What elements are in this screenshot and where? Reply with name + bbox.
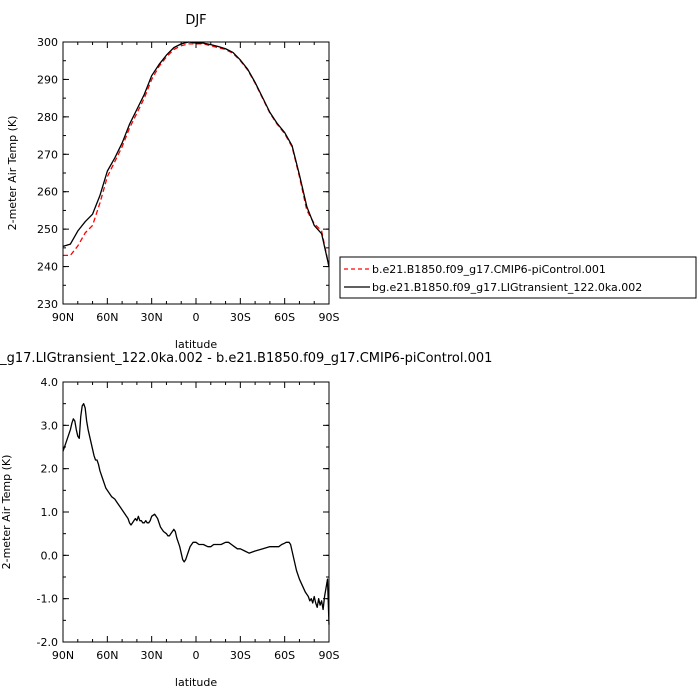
bottom-chart-frame [62, 381, 330, 643]
x-tick-label: 30N [141, 649, 163, 662]
x-tick-label: 60S [274, 311, 295, 324]
x-tick-label: 30S [230, 311, 251, 324]
x-tick-label: 60N [96, 311, 118, 324]
y-tick-label: -1.0 [37, 593, 58, 606]
x-tick-label: 90S [319, 649, 340, 662]
bottom-chart-panel: bg.e21.B1850.f09_g17.LIGtransient_122.0k… [0, 351, 492, 689]
top-chart-xlabel: latitude [175, 338, 217, 351]
top-chart-legend: b.e21.B1850.f09_g17.CMIP6-piControl.001 … [339, 256, 697, 299]
y-tick-label: 300 [37, 36, 58, 49]
top-chart-ylabel: 2-meter Air Temp (K) [6, 116, 19, 231]
y-tick-label: 4.0 [41, 376, 59, 389]
series-line-0 [62, 403, 330, 625]
y-tick-label: 3.0 [41, 419, 59, 432]
y-tick-label: 230 [37, 298, 58, 311]
x-tick-label: 60N [96, 649, 118, 662]
top-chart-frame [62, 41, 330, 305]
legend-box [339, 256, 697, 299]
x-tick-label: 30N [141, 311, 163, 324]
series-line-1 [62, 41, 330, 267]
x-tick-label: 60S [274, 649, 295, 662]
bottom-chart-ylabel: 2-meter Air Temp (K) [0, 455, 13, 570]
y-tick-label: 280 [37, 111, 58, 124]
y-tick-label: 270 [37, 148, 58, 161]
legend-label-picontrol: b.e21.B1850.f09_g17.CMIP6-piControl.001 [372, 263, 606, 276]
x-tick-label: 90N [52, 311, 74, 324]
legend-label-ligtransient: bg.e21.B1850.f09_g17.LIGtransient_122.0k… [372, 281, 642, 294]
x-tick-label: 30S [230, 649, 251, 662]
y-tick-label: 240 [37, 261, 58, 274]
y-tick-label: 1.0 [41, 506, 59, 519]
top-chart-panel: DJF 90N 60N 30N 0 30S 60S 90S 230 240 250 260 270 2… [6, 13, 340, 351]
series-line-0 [63, 43, 330, 267]
x-tick-label: 90S [319, 311, 340, 324]
top-chart-title: DJF [185, 13, 206, 28]
y-tick-label: 250 [37, 223, 58, 236]
x-tick-label: 0 [193, 649, 200, 662]
y-tick-label: 290 [37, 73, 58, 86]
y-tick-label: -2.0 [37, 636, 58, 649]
bottom-chart-xlabel: latitude [175, 676, 217, 689]
x-tick-label: 90N [52, 649, 74, 662]
y-tick-label: 0.0 [41, 549, 59, 562]
bottom-chart-title: bg.e21.B1850.f09_g17.LIGtransient_122.0k… [0, 351, 492, 366]
y-tick-label: 2.0 [41, 463, 59, 476]
x-tick-label: 0 [193, 311, 200, 324]
y-tick-label: 260 [37, 186, 58, 199]
